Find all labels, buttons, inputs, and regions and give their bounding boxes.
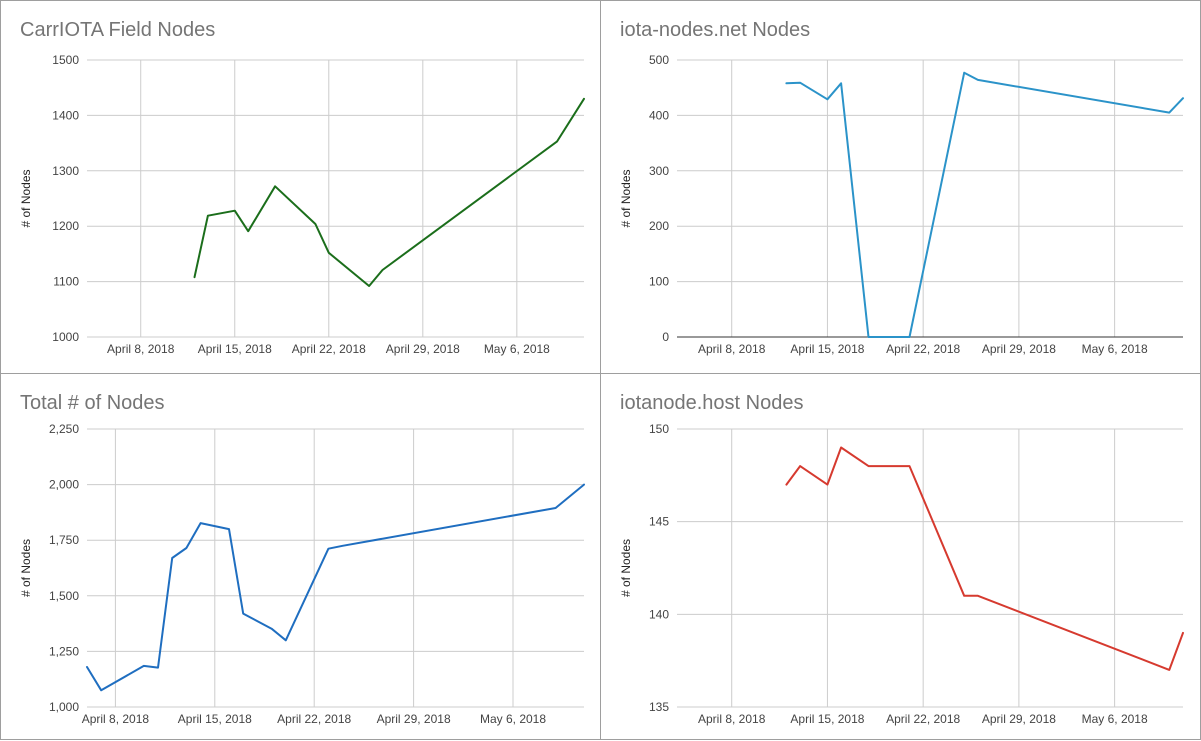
x-tick-label: May 6, 2018 — [484, 342, 550, 356]
y-tick-label: 145 — [649, 515, 669, 529]
y-axis-title: # of Nodes — [19, 539, 33, 597]
x-tick-label: April 8, 2018 — [698, 342, 766, 356]
y-tick-label: 1500 — [52, 53, 79, 67]
x-tick-label: April 15, 2018 — [790, 712, 864, 726]
chart-panel-iotanode-host: iotanode.host Nodes April 8, 2018 April 1… — [600, 373, 1201, 740]
chart-title: iotanode.host Nodes — [620, 392, 804, 414]
y-tick-label: 1200 — [52, 219, 79, 233]
x-tick-label: April 8, 2018 — [107, 342, 175, 356]
y-tick-label: 140 — [649, 607, 669, 621]
series-line — [86, 483, 585, 692]
y-tick-label: 1,000 — [49, 700, 79, 714]
y-axis-title: # of Nodes — [619, 169, 633, 227]
chart-plot: April 8, 2018 April 15, 2018 April 22, 201… — [19, 53, 585, 356]
y-tick-label: 1400 — [52, 108, 79, 122]
y-tick-label: 1,250 — [49, 644, 79, 658]
chart-plot: April 8, 2018 April 15, 2018 April 22, 201… — [619, 422, 1184, 726]
y-tick-label: 100 — [649, 275, 669, 289]
chart-panel-total-nodes: Total # of Nodes April 8, 2018 April 15, … — [0, 373, 601, 740]
chart-plot: April 8, 2018 April 15, 2018 April 22, 201… — [619, 53, 1184, 356]
y-tick-label: 300 — [649, 164, 669, 178]
y-tick-label: 200 — [649, 219, 669, 233]
y-tick-label: 1100 — [53, 275, 79, 289]
x-tick-label: April 22, 2018 — [277, 712, 351, 726]
series-line — [785, 446, 1184, 671]
x-tick-label: April 29, 2018 — [386, 342, 460, 356]
x-tick-label: April 29, 2018 — [377, 712, 451, 726]
x-tick-label: May 6, 2018 — [480, 712, 546, 726]
chart-title: Total # of Nodes — [20, 392, 165, 414]
chart-title: CarrIOTA Field Nodes — [20, 19, 216, 41]
y-tick-label: 1,500 — [49, 589, 79, 603]
y-tick-label: 2,000 — [49, 478, 79, 492]
x-tick-label: May 6, 2018 — [1082, 342, 1148, 356]
x-tick-label: April 29, 2018 — [982, 712, 1056, 726]
chart-panel-carriota-field: CarrIOTA Field Nodes April 8, 2018 April … — [0, 0, 601, 374]
chart-plot: April 8, 2018 April 15, 2018 April 22, 201… — [19, 422, 585, 726]
chart-panel-iota-nodes-net: iota-nodes.net Nodes April 8, 2018 April … — [600, 0, 1201, 374]
x-tick-label: April 15, 2018 — [790, 342, 864, 356]
y-tick-label: 500 — [649, 53, 669, 67]
x-tick-label: April 15, 2018 — [178, 712, 252, 726]
y-tick-label: 1,750 — [49, 533, 79, 547]
x-tick-label: April 22, 2018 — [886, 342, 960, 356]
series-line — [785, 71, 1184, 338]
y-tick-label: 2,250 — [49, 422, 79, 436]
x-tick-label: April 8, 2018 — [698, 712, 766, 726]
x-tick-label: April 15, 2018 — [198, 342, 272, 356]
y-tick-label: 0 — [662, 330, 669, 344]
y-axis-title: # of Nodes — [19, 169, 33, 227]
y-axis-title: # of Nodes — [619, 539, 633, 597]
y-tick-label: 1300 — [52, 164, 79, 178]
y-tick-label: 400 — [649, 108, 669, 122]
y-tick-label: 150 — [649, 422, 669, 436]
x-tick-label: April 29, 2018 — [982, 342, 1056, 356]
chart-title: iota-nodes.net Nodes — [620, 19, 811, 41]
x-tick-label: April 22, 2018 — [292, 342, 366, 356]
y-tick-label: 1000 — [52, 330, 79, 344]
x-tick-label: May 6, 2018 — [1082, 712, 1148, 726]
y-tick-label: 135 — [649, 700, 669, 714]
series-line — [193, 97, 585, 287]
x-tick-label: April 22, 2018 — [886, 712, 960, 726]
x-tick-label: April 8, 2018 — [82, 712, 150, 726]
